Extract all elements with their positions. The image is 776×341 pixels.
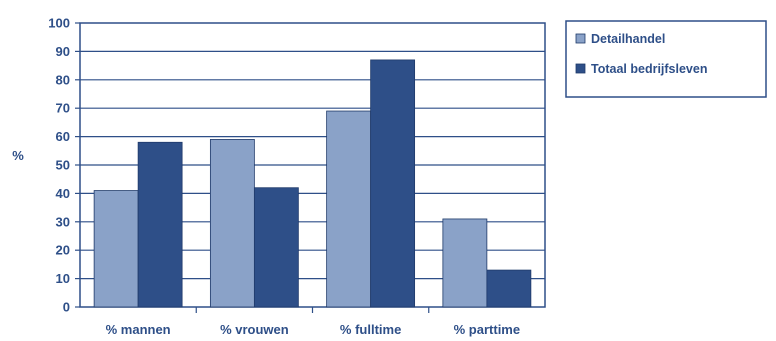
bar-detailhandel bbox=[326, 110, 372, 308]
legend-label: Detailhandel bbox=[591, 32, 665, 46]
y-tick-label: 50 bbox=[56, 158, 70, 173]
legend-box bbox=[565, 20, 767, 98]
legend: Detailhandel Totaal bedrijfsleven bbox=[565, 20, 767, 98]
y-axis-label: % bbox=[12, 148, 24, 163]
y-tick-label: 30 bbox=[56, 214, 70, 229]
legend-swatch bbox=[575, 63, 586, 74]
bars bbox=[93, 59, 532, 308]
y-tick-label: 0 bbox=[63, 300, 70, 315]
x-tick-label: % fulltime bbox=[340, 322, 401, 337]
bar-totaal-bedrijfsleven bbox=[370, 59, 416, 308]
bar-totaal-bedrijfsleven bbox=[137, 141, 183, 308]
bar-totaal-bedrijfsleven bbox=[253, 187, 299, 308]
bar-detailhandel bbox=[209, 139, 255, 308]
legend-swatch bbox=[575, 33, 586, 44]
x-tick-label: % parttime bbox=[454, 322, 520, 337]
y-tick-label: 80 bbox=[56, 72, 70, 87]
axes: 0 10 20 30 40 50 60 70 80 90 100 % mannen % vrouwen%… bbox=[48, 16, 520, 338]
y-tick-label: 10 bbox=[56, 271, 70, 286]
bar-detailhandel bbox=[93, 190, 139, 308]
y-tick-label: 40 bbox=[56, 186, 70, 201]
x-tick-label: % mannen bbox=[106, 322, 171, 337]
y-tick-label: 100 bbox=[48, 16, 70, 31]
x-tick-label: % vrouwen bbox=[220, 322, 289, 337]
y-tick-label: 70 bbox=[56, 101, 70, 116]
y-tick-label: 60 bbox=[56, 129, 70, 144]
bar-detailhandel bbox=[442, 218, 488, 308]
y-tick-label: 90 bbox=[56, 44, 70, 59]
legend-label: Totaal bedrijfsleven bbox=[591, 62, 707, 76]
y-tick-label: 20 bbox=[56, 243, 70, 258]
bar-totaal-bedrijfsleven bbox=[486, 269, 532, 308]
